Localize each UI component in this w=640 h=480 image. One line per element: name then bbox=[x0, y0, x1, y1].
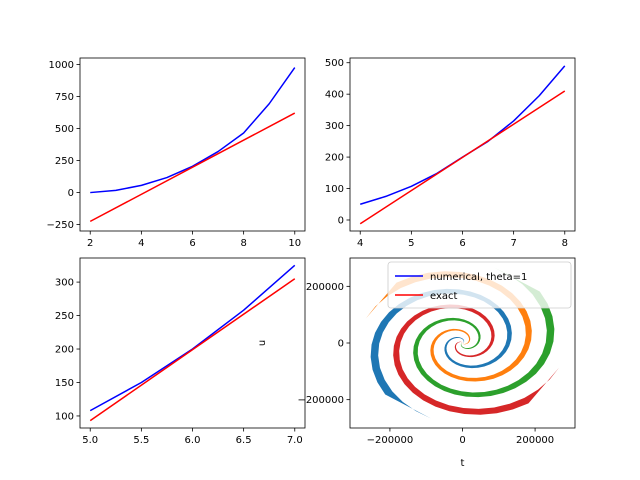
x-tick-label: 7.0 bbox=[287, 435, 303, 446]
x-tick-label: 5.0 bbox=[82, 435, 98, 446]
y-tick-label: 300 bbox=[325, 121, 344, 132]
x-tick-label: 6 bbox=[459, 238, 465, 249]
y-tick-label: 100 bbox=[55, 411, 74, 422]
y-tick-label: 500 bbox=[55, 124, 74, 135]
y-tick-label: 750 bbox=[55, 92, 74, 103]
x-tick-label: 0 bbox=[459, 435, 465, 446]
plot-area bbox=[89, 67, 296, 223]
legend: numerical, theta=1 exact bbox=[387, 261, 572, 309]
y-tick-label: 200 bbox=[55, 345, 74, 356]
x-tick-label: 2 bbox=[87, 238, 93, 249]
y-tick-label: 300 bbox=[55, 278, 74, 289]
y-tick-label: 250 bbox=[55, 311, 74, 322]
x-axis-label: t bbox=[461, 458, 465, 469]
plot-area bbox=[89, 264, 296, 422]
y-tick-label: 100 bbox=[325, 184, 344, 195]
subplot-top-right: 4 5 6 7 8 0 100 200 300 400 500 bbox=[325, 57, 576, 249]
subplot-bottom-right: −200000 0 200000 −200000 0 200000 t u numerical,… bbox=[257, 257, 576, 469]
y-axis-label: u bbox=[257, 340, 268, 346]
x-tick-label: 5 bbox=[408, 238, 414, 249]
x-tick-label: 7 bbox=[510, 238, 516, 249]
x-tick-label: 6.0 bbox=[185, 435, 201, 446]
x-tick-label: 10 bbox=[288, 238, 301, 249]
y-tick-label: 0 bbox=[338, 215, 344, 226]
x-tick-label: −200000 bbox=[367, 435, 414, 446]
y-tick-label: −250 bbox=[47, 220, 74, 231]
series-line-red bbox=[359, 90, 566, 225]
x-tick-label: 6.5 bbox=[236, 435, 252, 446]
legend-label: numerical, theta=1 bbox=[430, 272, 527, 283]
y-tick-label: 150 bbox=[55, 378, 74, 389]
x-tick-label: 8 bbox=[562, 238, 568, 249]
series-line-red bbox=[89, 278, 296, 422]
plot-area bbox=[359, 65, 566, 225]
y-tick-label: 500 bbox=[325, 58, 344, 69]
x-tick-label: 8 bbox=[240, 238, 246, 249]
y-tick-label: −200000 bbox=[297, 395, 344, 406]
series-line-blue bbox=[90, 67, 296, 194]
y-tick-label: 0 bbox=[68, 188, 74, 199]
series-line-red bbox=[89, 112, 296, 223]
legend-box bbox=[387, 261, 572, 309]
x-tick-label: 6 bbox=[189, 238, 195, 249]
x-tick-label: 4 bbox=[357, 238, 363, 249]
y-tick-label: 1000 bbox=[49, 60, 74, 71]
legend-label: exact bbox=[430, 291, 458, 302]
subplot-bottom-left: 5.0 5.5 6.0 6.5 7.0 100 150 200 250 300 bbox=[55, 257, 306, 446]
x-tick-label: 5.5 bbox=[133, 435, 149, 446]
y-tick-label: 250 bbox=[55, 156, 74, 167]
y-tick-label: 200 bbox=[325, 153, 344, 164]
y-tick-label: 0 bbox=[338, 339, 344, 350]
y-tick-label: 400 bbox=[325, 90, 344, 101]
y-tick-label: 200000 bbox=[306, 282, 344, 293]
subplot-top-left: 2 4 6 8 10 −250 0 250 500 750 1000 bbox=[47, 57, 306, 249]
x-tick-label: 4 bbox=[138, 238, 144, 249]
x-tick-label: 200000 bbox=[516, 435, 554, 446]
